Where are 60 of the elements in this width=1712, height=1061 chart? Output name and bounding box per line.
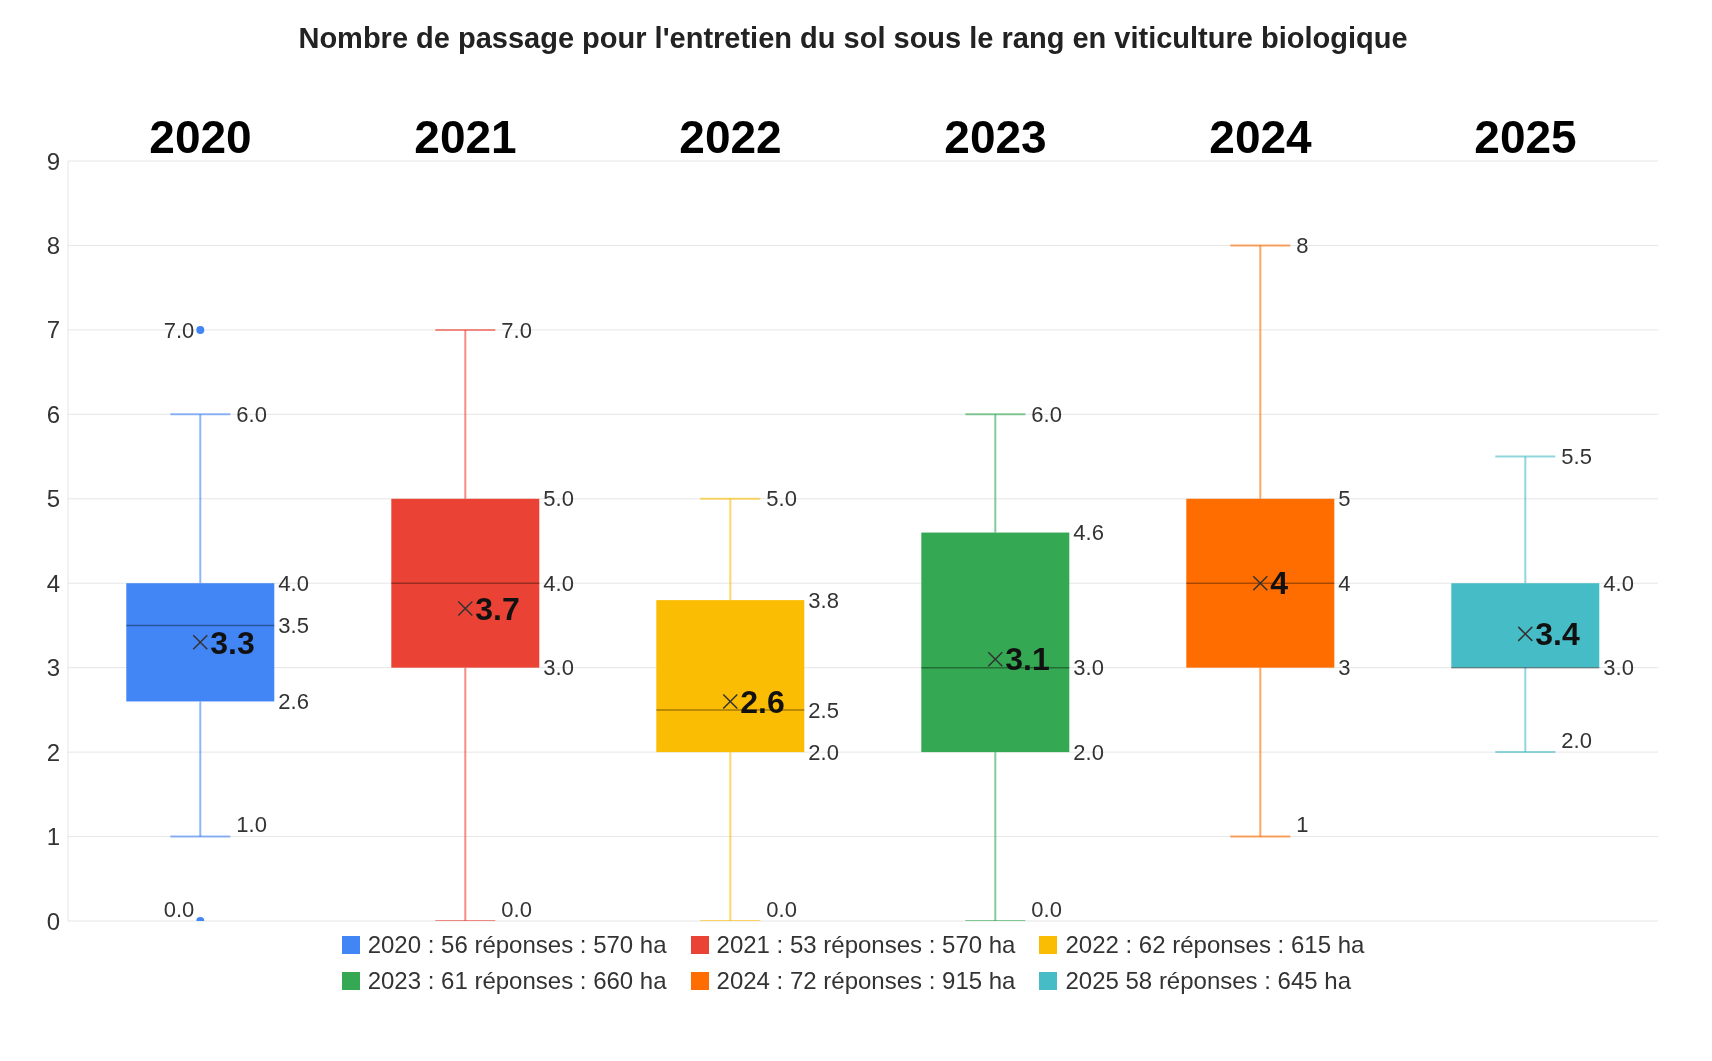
text: 0.0 (1031, 896, 1062, 922)
legend-label: 2021 : 53 réponses : 570 ha (716, 931, 1016, 959)
text: 4.0 (278, 570, 309, 596)
text: 7.0 (501, 317, 532, 343)
legend-label: 2024 : 72 réponses : 915 ha (716, 967, 1016, 995)
x-tick-label: 2022 (679, 111, 782, 163)
y-tick-label: 7 (46, 316, 60, 344)
x-tick-label: 2024 (1209, 111, 1313, 163)
y-tick-label: 5 (46, 485, 60, 513)
y-tick-label: 8 (46, 231, 60, 259)
text: 2.5 (808, 697, 839, 723)
legend-label: 2025 58 réponses : 645 ha (1065, 967, 1352, 995)
y-tick-label: 1 (46, 823, 60, 851)
text: 8 (1296, 233, 1309, 259)
text: 5.5 (1561, 444, 1592, 470)
text: 3.5 (278, 613, 309, 639)
y-tick-label: 3 (46, 654, 60, 682)
text: 4 (1338, 570, 1351, 596)
text: 3.7 (475, 590, 520, 627)
text: 0.0 (766, 896, 797, 922)
y-tick-label: 9 (46, 147, 60, 175)
chart-title: Nombre de passage pour l'entretien du sol sous le rang en viticulture biologique (297, 22, 1409, 55)
text: 5 (1338, 486, 1351, 512)
legend-label: 2023 : 61 réponses : 660 ha (367, 967, 667, 995)
legend-label: 2020 : 56 réponses : 570 ha (367, 931, 667, 959)
text: 3.0 (543, 655, 574, 681)
text: 0.0 (501, 896, 532, 922)
text: 2.6 (278, 689, 309, 715)
x-tick-label: 2023 (944, 111, 1047, 163)
text: 2.0 (808, 739, 839, 765)
x-tick-label: 2020 (149, 111, 252, 163)
text: 2.6 (740, 683, 785, 720)
legend-label: 2022 : 62 réponses : 615 ha (1065, 931, 1365, 959)
y-tick-label: 0 (46, 907, 60, 935)
x-tick-label: 2025 (1474, 111, 1577, 163)
text: 3.0 (1073, 655, 1104, 681)
text: 2.0 (1073, 739, 1104, 765)
text: 3.0 (1603, 655, 1634, 681)
text: 3.3 (210, 624, 255, 661)
text: 5.0 (543, 486, 574, 512)
text: 4.6 (1073, 520, 1104, 546)
text: 6.0 (1031, 402, 1062, 428)
text: 2.0 (1561, 727, 1592, 753)
text: 3.1 (1005, 641, 1050, 678)
text: 3.4 (1535, 616, 1580, 653)
text: 7.0 (163, 317, 195, 343)
text: 4.0 (543, 570, 574, 596)
text: 6.0 (236, 402, 267, 428)
text: 5.0 (766, 486, 797, 512)
x-tick-label: 2021 (414, 111, 517, 163)
text: 3.8 (808, 587, 839, 613)
text: 0.0 (163, 896, 195, 922)
text: 1.0 (236, 812, 267, 838)
y-tick-label: 2 (46, 738, 60, 766)
y-tick-label: 4 (46, 569, 60, 597)
text: 4.0 (1603, 570, 1634, 596)
text: 4 (1270, 565, 1289, 602)
y-tick-label: 6 (46, 400, 60, 428)
text: 3 (1338, 655, 1351, 681)
text: 1 (1296, 812, 1309, 838)
